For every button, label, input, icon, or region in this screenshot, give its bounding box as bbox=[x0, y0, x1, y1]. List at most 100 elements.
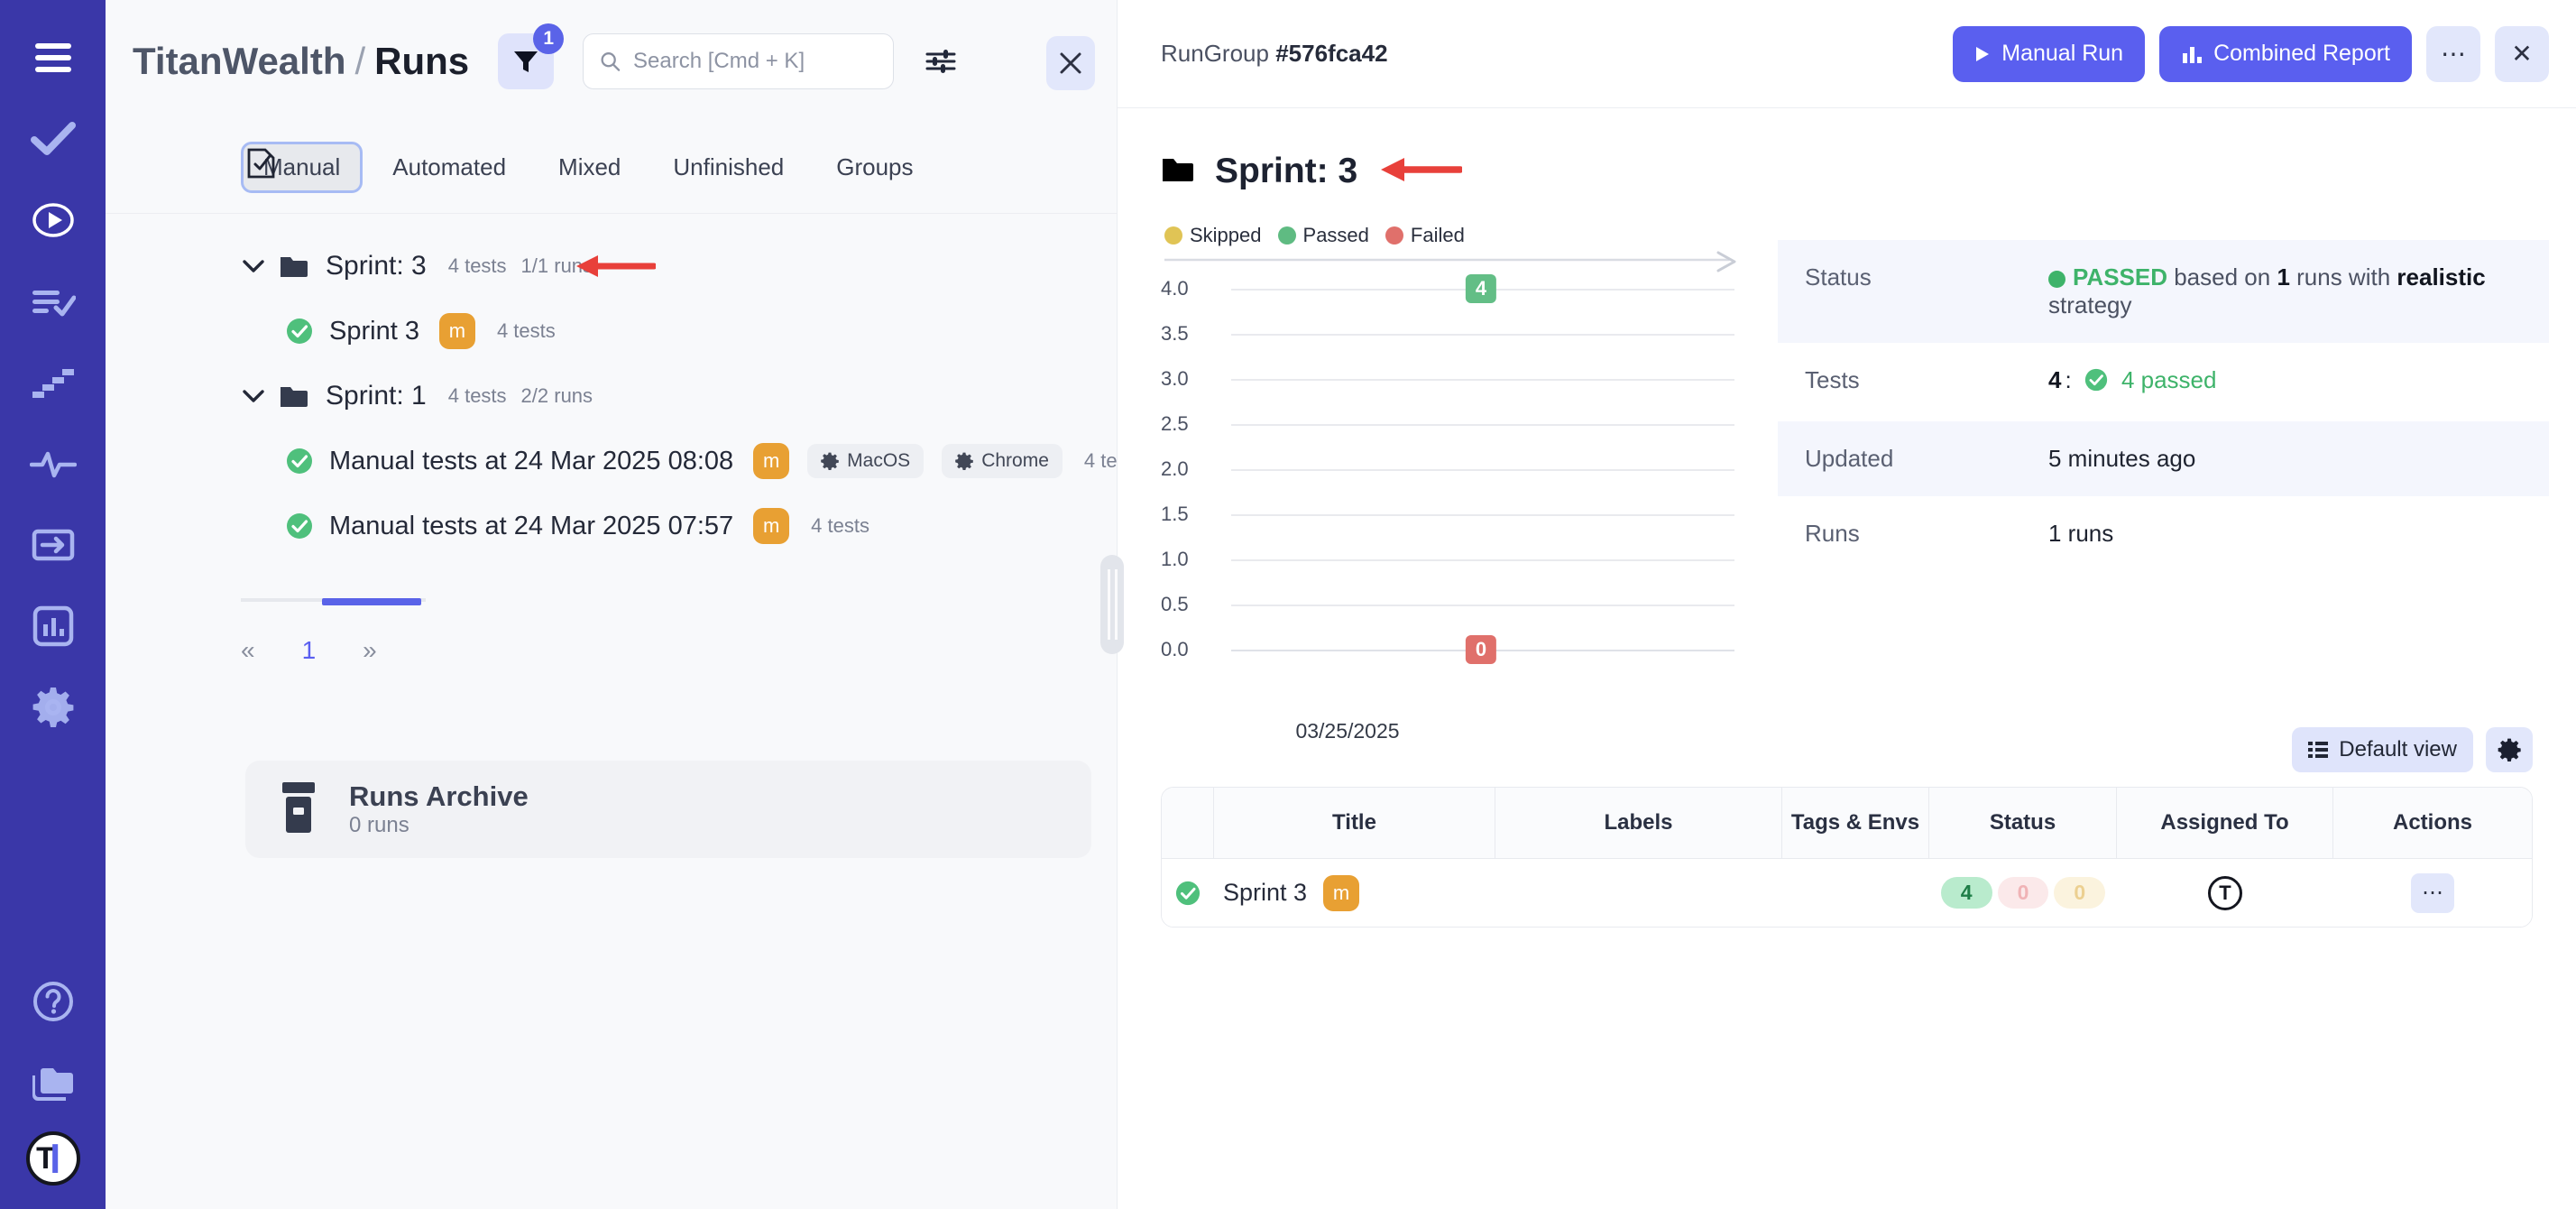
chevron-down-icon[interactable] bbox=[241, 383, 268, 411]
rungroup-label: RunGroup #576fca42 bbox=[1161, 40, 1388, 68]
tab-mixed[interactable]: Mixed bbox=[558, 153, 621, 180]
legend-label-failed: Failed bbox=[1410, 224, 1465, 246]
info-row-status: Status PASSED based on 1 runs with reali… bbox=[1778, 240, 2549, 343]
row-status-icon bbox=[1162, 859, 1214, 927]
tab-automated[interactable]: Automated bbox=[392, 153, 507, 180]
info-row-runs: Runs 1 runs bbox=[1778, 496, 2549, 571]
tab-groups[interactable]: Groups bbox=[836, 153, 914, 180]
table-row[interactable]: Sprint 3 m 4 0 0 T ⋯ bbox=[1162, 858, 2532, 927]
tree-folder-tests: 4 tests bbox=[447, 384, 507, 407]
table-view-bar: Default view bbox=[1118, 704, 2576, 787]
detail-header: RunGroup #576fca42 Manual Run Combined R… bbox=[1118, 0, 2576, 108]
info-table: Status PASSED based on 1 runs with reali… bbox=[1778, 240, 2549, 571]
play-icon bbox=[1976, 46, 1990, 61]
tree-folder-title: Sprint: 3 bbox=[326, 251, 427, 281]
archive-title: Runs Archive bbox=[349, 780, 529, 813]
status-strategy: realistic bbox=[2397, 263, 2486, 291]
tree-run-title: Sprint 3 bbox=[329, 316, 419, 346]
th-title[interactable]: Title bbox=[1214, 788, 1495, 858]
rungroup-id: #576fca42 bbox=[1275, 40, 1388, 67]
breadcrumb: TitanWealth / Runs bbox=[133, 40, 469, 83]
stairs-icon[interactable] bbox=[21, 350, 86, 415]
rungroup-label-text: RunGroup bbox=[1161, 40, 1269, 67]
row-title-cell[interactable]: Sprint 3 m bbox=[1214, 859, 1495, 927]
pagination-prev[interactable]: « bbox=[241, 636, 255, 664]
filter-settings-icon[interactable] bbox=[917, 38, 964, 85]
runs-archive-card[interactable]: Runs Archive 0 runs bbox=[245, 761, 1091, 858]
close-detail-button[interactable]: ✕ bbox=[2495, 25, 2549, 82]
assignee-avatar[interactable]: T bbox=[2208, 875, 2242, 910]
row-assigned-cell: T bbox=[2117, 859, 2333, 927]
default-view-button[interactable]: Default view bbox=[2292, 727, 2473, 772]
annotation-arrow-detail bbox=[1379, 152, 1464, 191]
data-point-passed[interactable]: 4 bbox=[1465, 274, 1497, 303]
avatar-accent: ▎ bbox=[52, 1145, 71, 1172]
close-panel-button[interactable] bbox=[1046, 36, 1095, 90]
import-icon[interactable] bbox=[21, 512, 86, 577]
info-row-tests: Tests 4: 4 passed bbox=[1778, 343, 2549, 421]
rungroup-info: Status PASSED based on 1 runs with reali… bbox=[1740, 224, 2576, 704]
tree-folder-row[interactable]: Sprint: 3 4 tests 1/1 runs bbox=[106, 234, 1117, 299]
combined-report-button[interactable]: Combined Report bbox=[2159, 25, 2412, 82]
data-point-failed[interactable]: 0 bbox=[1465, 635, 1497, 664]
pagination-next[interactable]: » bbox=[363, 636, 377, 664]
ytick-3-0: 3.0 bbox=[1161, 367, 1189, 390]
more-options-button[interactable]: ⋯ bbox=[2426, 25, 2480, 82]
env-chip-os[interactable]: MacOS bbox=[807, 444, 925, 478]
ytick-0-5: 0.5 bbox=[1161, 593, 1189, 615]
legend-item-passed: Passed bbox=[1277, 224, 1369, 247]
info-key-status: Status bbox=[1805, 263, 1872, 291]
list-check-icon[interactable] bbox=[21, 269, 86, 334]
detail-title: Sprint: 3 bbox=[1215, 152, 1358, 190]
tree-run-row[interactable]: Manual tests at 24 Mar 2025 07:57 m 4 te… bbox=[106, 494, 1117, 558]
ytick-4-0: 4.0 bbox=[1161, 277, 1189, 300]
panel-resize-handle[interactable] bbox=[1100, 555, 1124, 654]
manual-run-button[interactable]: Manual Run bbox=[1953, 25, 2146, 82]
filter-count-badge: 1 bbox=[533, 23, 565, 54]
gear-icon bbox=[955, 452, 973, 470]
archive-subtitle: 0 runs bbox=[349, 812, 409, 837]
th-assigned-to[interactable]: Assigned To bbox=[2117, 788, 2333, 858]
tree-folder-title: Sprint: 1 bbox=[326, 381, 427, 411]
bar-chart-icon[interactable] bbox=[21, 594, 86, 659]
tab-unfinished[interactable]: Unfinished bbox=[673, 153, 785, 180]
checkmark-icon[interactable] bbox=[21, 106, 86, 171]
pulse-icon[interactable] bbox=[21, 431, 86, 496]
row-labels-cell bbox=[1495, 859, 1782, 927]
table-settings-button[interactable] bbox=[2486, 727, 2533, 772]
breadcrumb-org[interactable]: TitanWealth bbox=[133, 39, 346, 82]
th-labels[interactable]: Labels bbox=[1495, 788, 1782, 858]
folders-icon[interactable] bbox=[21, 1050, 86, 1115]
chevron-down-icon[interactable] bbox=[241, 253, 268, 281]
env-chip-label: MacOS bbox=[847, 450, 911, 471]
row-more-button[interactable]: ⋯ bbox=[2411, 872, 2454, 913]
runs-table-header: Title Labels Tags & Envs Status Assigned… bbox=[1162, 788, 2532, 858]
status-text-3: strategy bbox=[2048, 291, 2132, 318]
legend-label-passed: Passed bbox=[1302, 224, 1369, 246]
tree-run-row[interactable]: Manual tests at 24 Mar 2025 08:08 m MacO… bbox=[106, 429, 1143, 494]
tree-folder-row[interactable]: Sprint: 1 4 tests 2/2 runs bbox=[106, 364, 1117, 429]
search-box[interactable] bbox=[583, 32, 895, 89]
tests-colon: : bbox=[2065, 366, 2072, 393]
detail-actions: Manual Run Combined Report ⋯ ✕ bbox=[1953, 25, 2549, 82]
gear-icon[interactable] bbox=[21, 675, 86, 740]
tests-passed-icon bbox=[2084, 368, 2108, 398]
avatar[interactable]: T ▎ bbox=[25, 1131, 80, 1186]
search-input[interactable] bbox=[633, 48, 878, 74]
tree-run-row[interactable]: Sprint 3 m 4 tests bbox=[106, 299, 1117, 364]
play-circle-icon[interactable] bbox=[21, 188, 86, 253]
menu-icon[interactable] bbox=[21, 25, 86, 90]
th-tags-envs[interactable]: Tags & Envs bbox=[1782, 788, 1929, 858]
tree-folder-tests: 4 tests bbox=[447, 254, 507, 277]
rail-bottom-group: T ▎ bbox=[21, 969, 86, 1209]
env-chip-browser[interactable]: Chrome bbox=[942, 444, 1063, 478]
filter-button[interactable]: 1 bbox=[498, 23, 565, 89]
info-key-runs: Runs bbox=[1805, 520, 1860, 547]
info-value-status: PASSED based on 1 runs with realistic st… bbox=[2021, 240, 2549, 343]
th-status[interactable]: Status bbox=[1929, 788, 2117, 858]
pagination-page-1[interactable]: 1 bbox=[301, 636, 317, 664]
tree-run-title: Manual tests at 24 Mar 2025 07:57 bbox=[329, 511, 734, 540]
tests-total: 4 bbox=[2048, 366, 2062, 393]
help-circle-icon[interactable] bbox=[21, 969, 86, 1034]
